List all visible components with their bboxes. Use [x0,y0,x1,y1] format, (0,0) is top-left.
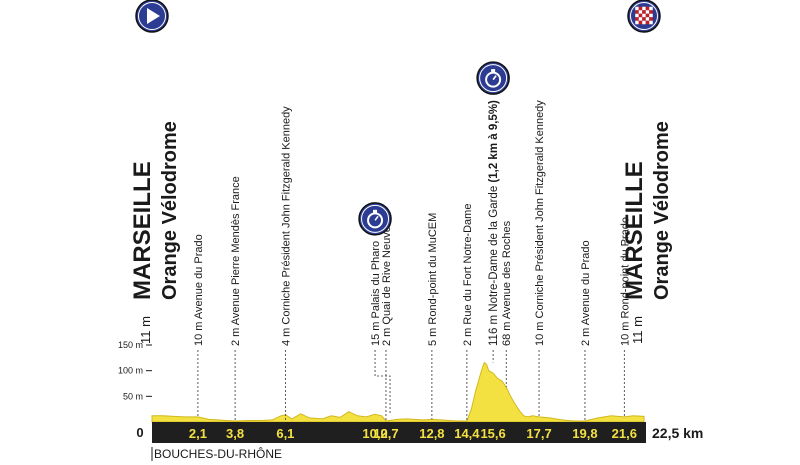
waypoint-label: 10 m Avenue du Prado [193,234,205,346]
town-name: MARSEILLE [621,161,648,300]
y-tick-label: 150 m [118,340,143,350]
km-label: 19,8 [572,426,597,441]
waypoint-text: 2 m Rue du Fort Notre-Dame [462,204,474,346]
waypoint-text: 10 m Rond-point du Prado [619,217,631,346]
point-icons [135,0,661,236]
km-label: 14,4 [454,426,480,441]
waypoint-label: 2 m Quai de Rive Neuve [381,226,393,346]
km-label: 21,6 [612,426,637,441]
waypoint-label: 2 m Avenue du Prado [580,240,592,346]
waypoint-text: 10 m Avenue du Prado [193,234,205,346]
waypoint-text: 10 m Corniche Président John Fitzgerald … [534,100,546,346]
km-label: 10,2 [362,426,387,441]
leader-lines [197,350,625,421]
start-icon [135,0,169,33]
altitude-label: 11 m [138,316,153,344]
timecheck-icon [476,61,510,95]
waypoint-label: 15 m Palais du Pharo [370,241,382,346]
leader-line [374,350,391,415]
waypoint-label: 10 m Rond-point du Prado [619,217,631,346]
waypoint-label: 4 m Corniche Président John Fitzgerald K… [280,106,292,346]
waypoint-label: 116 m Notre-Dame de la Garde (1,2 km à 9… [488,100,500,346]
y-tick-label: 0 [136,425,143,440]
waypoint-text: 2 m Avenue du Prado [580,240,592,346]
waypoint-label: 2 m Rue du Fort Notre-Dame [462,204,474,346]
finish-flag-icon [627,0,661,33]
km-label: 6,1 [276,426,294,441]
altitude-label: 11 m [630,316,645,344]
total-distance-label: 22,5 km [652,425,703,441]
elevation-area [151,361,645,423]
km-label: 10,7 [373,426,398,441]
km-label: 15,6 [480,426,505,441]
y-axis: 150 m 100 m 50 m 0 [118,340,152,440]
y-tick-label: 100 m [118,366,143,376]
distance-bar [152,422,646,443]
waypoint-text: 2 m Avenue Pierre Mendès France [230,176,242,346]
timecheck-icon [358,202,392,236]
y-tick-label: 50 m [123,391,143,401]
waypoint-text: 4 m Corniche Président John Fitzgerald K… [280,106,292,346]
town-subname: Orange Vélodrome [159,121,181,300]
waypoint-label: 2 m Avenue Pierre Mendès France [230,176,242,346]
waypoint-text: 68 m Avenue des Roches [501,220,513,346]
start-label: 11 m MARSEILLE Orange Vélodrome [129,121,181,344]
finish-label: 11 m MARSEILLE Orange Vélodrome [621,121,673,344]
town-name: MARSEILLE [129,161,156,300]
waypoint-text: 5 m Rond-point du MuCEM [427,213,439,346]
distance-labels: 2,1 3,8 6,1 10,210,7 12,8 14,4 15,6 17,7 19,8 21,… [189,426,637,441]
km-label: 17,7 [526,426,551,441]
waypoint-label: 5 m Rond-point du MuCEM [427,213,439,346]
region-label: BOUCHES-DU-RHÔNE [154,446,282,461]
waypoint-text: 116 m Notre-Dame de la Garde (1,2 km à 9… [488,100,500,346]
km-label: 2,1 [189,426,207,441]
km-label: 3,8 [226,426,244,441]
town-subname: Orange Vélodrome [651,121,673,300]
waypoint-label: 68 m Avenue des Roches [501,220,513,346]
waypoint-label: 10 m Corniche Président John Fitzgerald … [534,100,546,346]
km-label: 12,8 [419,426,444,441]
waypoint-text: 2 m Quai de Rive Neuve [381,226,393,346]
waypoint-text: 15 m Palais du Pharo [370,241,382,346]
